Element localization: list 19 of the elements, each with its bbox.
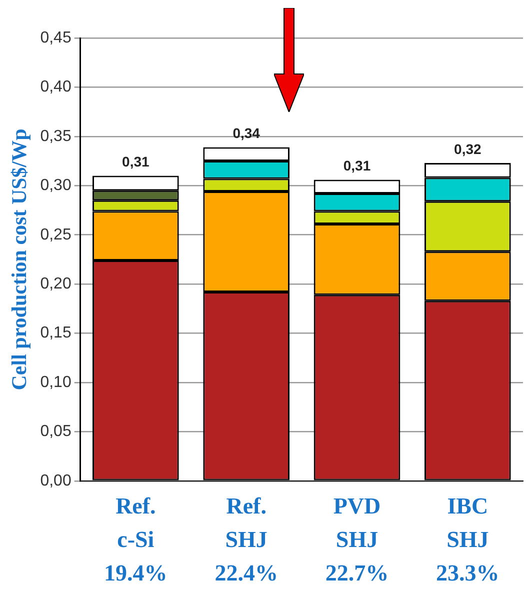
x-tick-label: PVD SHJ 22.7% bbox=[325, 494, 389, 586]
y-tick-label: 0,15 bbox=[40, 324, 72, 342]
y-axis-title: Cell production cost US$/Wp bbox=[7, 128, 32, 390]
y-tick-label: 0,10 bbox=[40, 374, 72, 391]
y-tick-label: 0,30 bbox=[40, 177, 72, 194]
y-tick-label: 0,40 bbox=[40, 78, 72, 96]
total-label: 0,31 bbox=[122, 154, 150, 170]
y-tick-label: 0,45 bbox=[40, 29, 72, 46]
total-label: 0,32 bbox=[454, 140, 482, 157]
x-tick-label: IBC SHJ 23.3% bbox=[436, 494, 500, 586]
y-tick-label: 0,05 bbox=[40, 423, 72, 440]
total-label: 0,34 bbox=[232, 125, 260, 142]
x-tick-label: Ref. c-Si 19.4% bbox=[104, 494, 168, 586]
y-tick-label: 0,20 bbox=[40, 275, 72, 292]
y-tick-label: 0,00 bbox=[40, 472, 72, 490]
x-tick-label: Ref. SHJ 22.4% bbox=[214, 494, 278, 586]
y-tick-label: 0,25 bbox=[40, 226, 72, 244]
total-label: 0,31 bbox=[343, 158, 371, 174]
y-tick-label: 0,35 bbox=[40, 128, 72, 145]
